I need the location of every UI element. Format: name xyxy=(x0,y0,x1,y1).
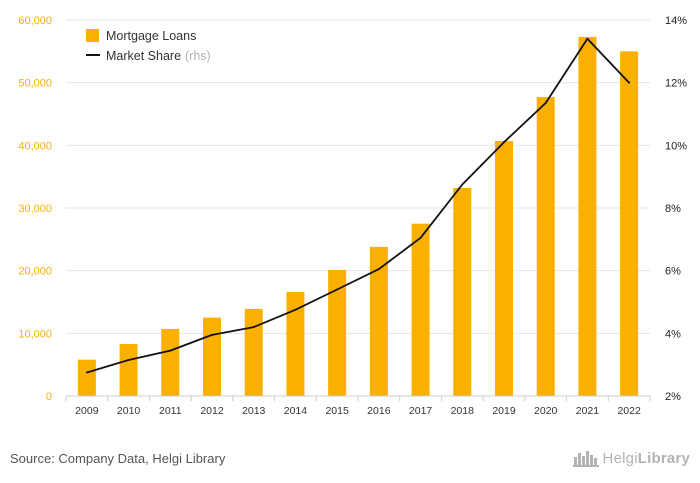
bar-mortgage-loans-2016 xyxy=(369,246,388,396)
y-left-tick-label: 40,000 xyxy=(18,140,52,152)
bar-mortgage-loans-2022 xyxy=(620,51,639,396)
y-left-tick-label: 20,000 xyxy=(18,266,52,278)
x-tick-label: 2019 xyxy=(492,405,516,417)
logo-text-light: Helgi xyxy=(602,449,638,467)
x-tick-label: 2017 xyxy=(409,405,433,417)
legend-label-mortgage-loans: Mortgage Loans xyxy=(106,29,196,43)
market-share-point-2015 xyxy=(336,288,339,291)
bar-mortgage-loans-2017 xyxy=(411,223,430,396)
bar-mortgage-loans-2011 xyxy=(161,328,180,396)
y-right-tick-label: 6% xyxy=(665,266,681,278)
bar-mortgage-loans-2012 xyxy=(203,317,221,396)
gridlines xyxy=(66,19,650,334)
market-share-point-2018 xyxy=(461,183,464,186)
x-tick-label: 2013 xyxy=(242,405,266,417)
market-share-point-2014 xyxy=(294,308,297,311)
bars xyxy=(77,36,639,397)
bar-mortgage-loans-2015 xyxy=(328,270,347,396)
y-left-tick-label: 60,000 xyxy=(18,15,52,27)
x-tick-label: 2018 xyxy=(451,405,475,417)
x-tick-label: 2011 xyxy=(159,405,182,417)
legend-label-market-share: Market Share (rhs) xyxy=(106,49,211,63)
market-share-point-2010 xyxy=(127,359,130,361)
x-tick-label: 2009 xyxy=(75,405,99,417)
logo-text-bold: Library xyxy=(637,449,690,467)
x-tick-label: 2020 xyxy=(534,405,558,417)
y-right-tick-label: 14% xyxy=(665,15,687,27)
y-left-tick-label: 10,000 xyxy=(18,328,52,340)
market-share-line-group xyxy=(85,37,631,374)
y-right-tick-label: 10% xyxy=(665,140,687,152)
x-tick-label: 2015 xyxy=(325,405,349,417)
market-share-point-2012 xyxy=(211,334,213,336)
x-tick-label: 2016 xyxy=(367,405,391,417)
bar-mortgage-loans-2020 xyxy=(536,97,555,396)
market-share-point-2021 xyxy=(586,37,589,40)
bar-mortgage-loans-2018 xyxy=(453,187,472,396)
bar-mortgage-loans-2021 xyxy=(578,36,597,397)
helgi-library-logo: HelgiLibrary xyxy=(572,449,690,467)
legend: Mortgage Loans Market Share (rhs) xyxy=(86,29,211,63)
source-note: Source: Company Data, Helgi Library xyxy=(10,451,226,466)
market-share-line xyxy=(86,37,630,374)
bar-mortgage-loans-2010 xyxy=(119,343,138,396)
market-share-point-2013 xyxy=(252,326,255,328)
x-tick-label: 2010 xyxy=(117,405,141,417)
legend-swatch-mortgage-loans xyxy=(86,29,99,42)
city-skyline-icon xyxy=(572,451,599,467)
y-left-tick-label: 30,000 xyxy=(18,203,52,215)
chart: 0 10,000 20,000 30,000 40,000 50,000 60,000 2% 4… xyxy=(18,15,687,417)
bar-mortgage-loans-2014 xyxy=(286,291,305,396)
y-left-tick-label: 0 xyxy=(46,391,52,403)
market-share-point-2019 xyxy=(503,141,505,144)
y-right-tick-label: 8% xyxy=(665,203,681,215)
axes: 0 10,000 20,000 30,000 40,000 50,000 60,000 2% 4… xyxy=(18,15,687,417)
x-tick-label: 2022 xyxy=(617,405,641,417)
market-share-point-2009 xyxy=(85,371,88,374)
bar-mortgage-loans-2019 xyxy=(495,140,513,396)
x-tick-label: 2021 xyxy=(576,405,600,417)
market-share-point-2020 xyxy=(544,102,547,104)
bar-mortgage-loans-2009 xyxy=(77,359,96,396)
y-right-tick-label: 4% xyxy=(665,328,681,340)
market-share-point-2017 xyxy=(419,236,422,239)
market-share-point-2022 xyxy=(628,81,631,84)
x-tick-label: 2012 xyxy=(200,405,224,417)
y-right-tick-label: 12% xyxy=(665,78,687,90)
y-left-tick-label: 50,000 xyxy=(18,78,52,90)
market-share-point-2016 xyxy=(377,268,380,270)
market-share-point-2011 xyxy=(169,349,172,352)
y-right-tick-label: 2% xyxy=(665,391,681,403)
x-tick-label: 2014 xyxy=(284,405,308,417)
bar-mortgage-loans-2013 xyxy=(244,308,263,396)
